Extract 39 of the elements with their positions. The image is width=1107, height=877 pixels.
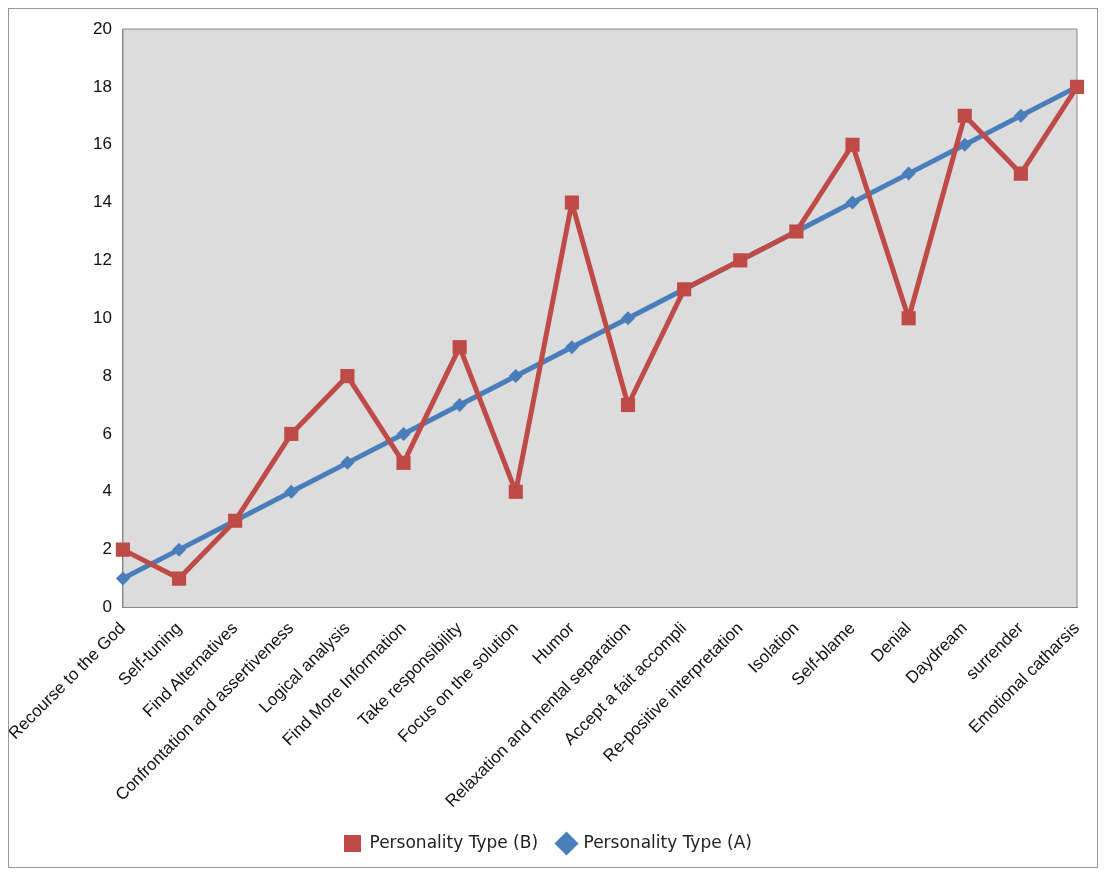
y-tick-label: 12 <box>93 250 112 270</box>
point <box>508 484 523 499</box>
point <box>452 398 467 413</box>
point <box>115 571 130 586</box>
y-tick-label: 20 <box>93 18 112 38</box>
point <box>620 397 636 413</box>
y-tick-label: 16 <box>93 134 112 154</box>
point <box>508 369 523 384</box>
y-tick-label: 10 <box>93 307 112 327</box>
point <box>957 108 972 123</box>
point <box>172 542 187 557</box>
point <box>845 195 860 210</box>
y-tick-label: 0 <box>102 597 112 617</box>
y-tick-label: 8 <box>102 365 112 385</box>
point <box>845 137 860 152</box>
point <box>340 455 355 470</box>
point <box>396 455 411 470</box>
legend-label: Personality Type (B) <box>369 831 539 852</box>
point <box>115 542 130 557</box>
point <box>452 340 467 355</box>
point <box>901 311 916 326</box>
point <box>1013 166 1028 181</box>
y-tick-label: 14 <box>93 192 112 212</box>
y-tick-label: 18 <box>93 76 112 96</box>
point <box>284 484 299 499</box>
point <box>564 340 579 355</box>
y-tick-label: 6 <box>102 423 112 443</box>
point <box>1013 108 1028 123</box>
point <box>171 571 187 586</box>
y-tick-label: 2 <box>102 539 112 559</box>
point <box>396 426 411 441</box>
y-tick-label: 4 <box>102 481 112 501</box>
point <box>340 369 355 384</box>
point <box>957 137 972 152</box>
point <box>284 426 299 442</box>
point <box>621 311 636 326</box>
legend-label: Personality Type (A) <box>583 831 752 852</box>
point <box>901 166 916 181</box>
point <box>564 195 579 210</box>
